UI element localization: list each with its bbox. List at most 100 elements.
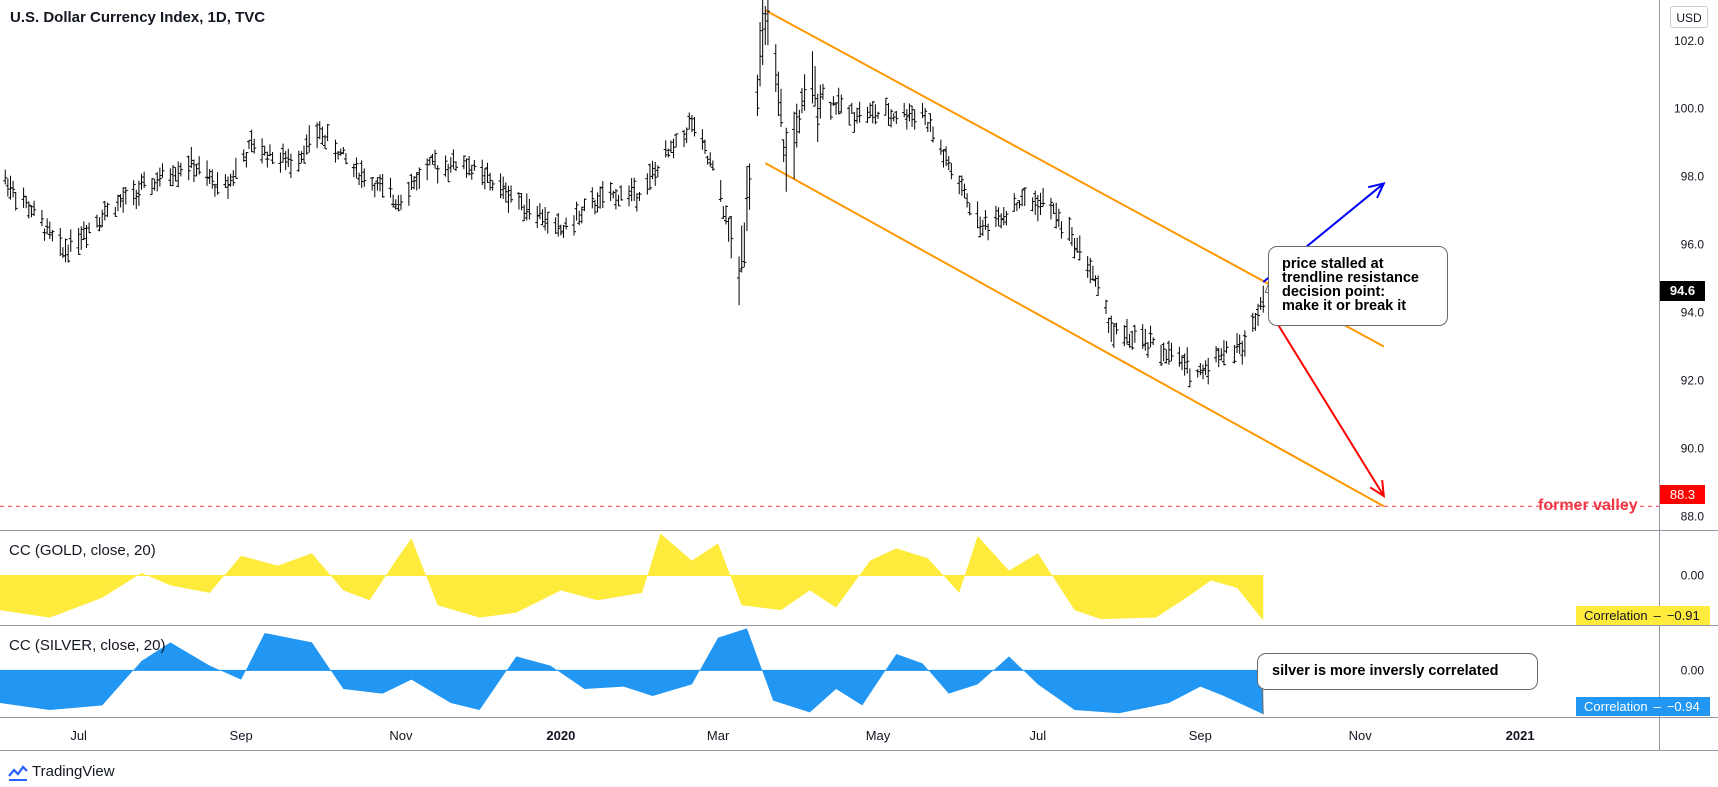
price-bar [288,153,293,178]
price-bar [886,103,891,126]
price-bar [868,102,873,119]
price-bar [590,187,595,209]
price-bar [176,161,181,188]
price-bar [813,66,818,107]
price-bar [480,159,485,186]
price-bar [946,156,951,171]
price-bar [58,228,63,257]
price-bar [322,134,327,150]
price-bar [443,155,448,177]
price-bar [1096,275,1101,296]
red-arrow-shaft [1267,308,1385,497]
x-tick-label: Jul [1030,728,1047,743]
price-bar [1014,202,1019,212]
price-bar [1216,347,1221,368]
x-tick-label: Nov [389,728,413,743]
price-bar [5,178,10,197]
price-bar [1093,275,1098,287]
price-bar [1054,202,1059,229]
price-bar [1237,334,1242,354]
silver-indicator-label[interactable]: CC (SILVER, close, 20) [9,637,166,654]
price-bar [409,173,414,190]
price-bar [212,183,217,197]
price-bar [571,215,576,236]
price-bar [1180,355,1185,371]
price-bar [1256,303,1261,326]
price-bar [647,163,652,191]
price-bar [388,177,393,198]
red-arrow-head [1369,480,1386,498]
price-bar [907,103,912,122]
price-bar [1166,340,1171,365]
price-bar [488,172,493,191]
price-bar [1261,285,1266,313]
price-bar [524,193,529,221]
price-bar [278,152,283,173]
gold-area [0,533,1264,621]
price-bar [776,71,781,116]
price-bar [1109,315,1114,342]
x-tick-label: Sep [1189,728,1212,743]
callout-line-1: price stalled at [1282,256,1384,272]
gold-tag-value: −0.91 [1666,608,1700,623]
price-bar [611,190,616,199]
gold-tag-label: Correlation [1584,608,1648,623]
price-bar [666,148,671,158]
price-bar [351,163,356,178]
price-bar [773,44,778,92]
price-bar [980,219,985,236]
price-bar [490,180,495,191]
price-bar [139,173,144,190]
price-bar [1164,349,1169,364]
price-bar [794,103,799,148]
price-bar [170,165,175,187]
price-bar [1122,325,1127,347]
price-bar [1250,312,1255,332]
price-bar [663,140,668,158]
price-bar [333,139,338,163]
price-bar [779,88,784,128]
price-bar [1130,330,1135,350]
y-tick-label: 88.0 [1681,509,1705,523]
price-bar [3,169,8,185]
price-bar [949,163,954,180]
price-bar [42,228,47,241]
price-bar [875,111,880,120]
price-bar [265,151,270,168]
price-bar [47,221,52,240]
price-bar [228,173,233,187]
price-bar [799,88,804,114]
gold-indicator-label[interactable]: CC (GOLD, close, 20) [9,542,156,559]
price-bar [558,224,563,236]
price-bar [244,151,249,168]
x-tick-label: Sep [230,728,253,743]
price-bar [674,133,679,148]
price-bar [522,204,527,222]
price-bar [1048,197,1053,220]
price-bar [996,207,1001,227]
price-bar [11,180,16,198]
price-bar [965,193,970,208]
price-bar [157,167,162,187]
price-bar [215,172,220,195]
price-bar [281,143,286,163]
price-bar [1059,221,1064,239]
price-bar [742,222,747,268]
price-bar [134,189,139,210]
price-bar [527,198,532,220]
price-bar [378,174,383,192]
price-bar [600,181,605,209]
price-bar [797,109,802,134]
price-bar [645,173,650,195]
price-bar [726,217,731,242]
price-bar [904,109,909,130]
price-bar [543,207,548,231]
price-bar [302,145,307,164]
price-bar [45,218,50,235]
price-bar [482,168,487,190]
price-bar [233,157,238,179]
price-bar [1020,189,1025,207]
currency-button[interactable]: USD [1670,6,1708,28]
price-bar [857,101,862,123]
